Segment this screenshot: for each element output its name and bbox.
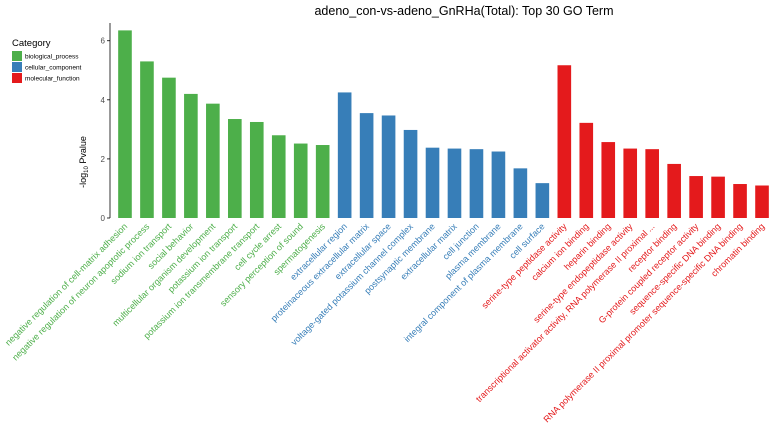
bar-molecular-function xyxy=(579,122,594,218)
bar-biological-process xyxy=(206,103,220,218)
bar-molecular-function xyxy=(557,65,572,218)
bar-biological-process xyxy=(271,135,286,218)
bar-cellular-component xyxy=(447,148,462,218)
y-axis-label-tail: Pvalue xyxy=(78,136,88,166)
bar-biological-process xyxy=(315,145,330,218)
bar-cellular-component xyxy=(535,183,550,218)
y-tick-label: 0 xyxy=(101,214,106,223)
legend-title: Category xyxy=(12,38,51,49)
bar-cellular-component xyxy=(469,149,484,218)
chart-title: adeno_con-vs-adeno_GnRHa(Total): Top 30 … xyxy=(314,4,613,18)
svg-text:-log10 Pvalue: -log10 Pvalue xyxy=(78,136,90,188)
bar-biological-process xyxy=(249,121,264,218)
bar-biological-process xyxy=(118,30,132,218)
bar-molecular-function xyxy=(755,185,769,218)
bars xyxy=(118,30,769,218)
y-axis-label-main: -log xyxy=(78,173,88,188)
x-category-label: negative regulation of neuron apoptotic … xyxy=(10,221,152,363)
bar-molecular-function xyxy=(645,149,659,218)
bar-molecular-function xyxy=(667,163,681,218)
bar-cellular-component xyxy=(337,92,352,218)
bar-cellular-component xyxy=(513,168,528,218)
bar-biological-process xyxy=(162,77,176,218)
bar-cellular-component xyxy=(491,151,506,218)
bar-cellular-component xyxy=(403,129,418,218)
y-tick-label: 2 xyxy=(101,155,106,164)
bar-biological-process xyxy=(228,119,242,218)
bar-molecular-function xyxy=(623,148,638,218)
legend-label-biological-process: biological_process xyxy=(25,54,79,61)
x-axis-labels: negative regulation of cell-matrix adhes… xyxy=(3,221,766,424)
bar-biological-process xyxy=(140,61,154,218)
legend-label-molecular-function: molecular_function xyxy=(25,76,80,83)
bar-molecular-function xyxy=(601,142,616,218)
bar-molecular-function xyxy=(689,176,703,218)
y-tick-label: 6 xyxy=(101,37,106,46)
bar-cellular-component xyxy=(425,147,440,218)
bar-biological-process xyxy=(293,143,308,218)
y-axis-label: -log10 Pvalue xyxy=(78,136,90,188)
bar-molecular-function xyxy=(733,184,747,218)
legend-swatch-cellular-component xyxy=(12,62,22,72)
bar-cellular-component xyxy=(359,113,374,218)
y-axis-label-subscript: 10 xyxy=(84,166,90,173)
bar-biological-process xyxy=(184,93,198,218)
legend: Category biological_process cellular_com… xyxy=(12,38,82,83)
y-axis: 0 2 4 6 xyxy=(101,23,111,223)
legend-swatch-molecular-function xyxy=(12,73,22,83)
legend-swatch-biological-process xyxy=(12,51,22,61)
legend-label-cellular-component: cellular_component xyxy=(25,65,82,72)
bar-cellular-component xyxy=(381,115,396,218)
x-category-label: negative regulation of cell-matrix adhes… xyxy=(3,221,129,347)
bar-molecular-function xyxy=(711,176,725,218)
y-tick-label: 4 xyxy=(101,96,106,105)
